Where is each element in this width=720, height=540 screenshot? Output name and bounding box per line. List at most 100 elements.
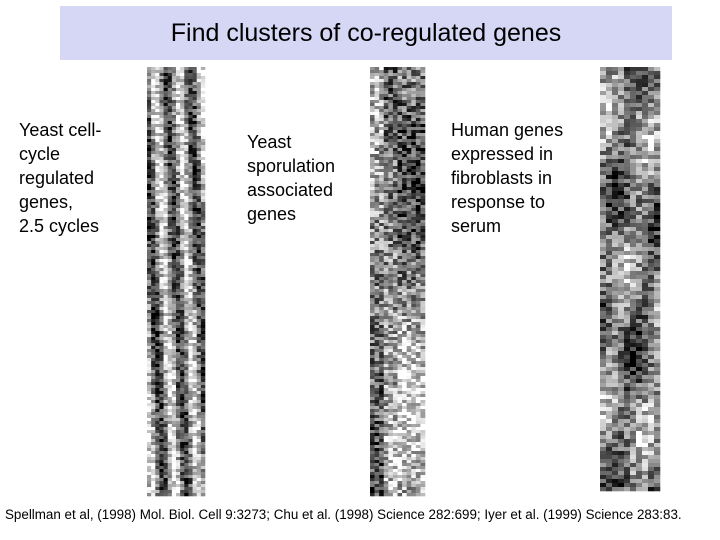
heatmap-cell: [379, 103, 385, 107]
heatmap-cell: [624, 103, 631, 108]
heatmap-cell: [420, 280, 426, 284]
caption-line: Yeast: [247, 132, 292, 152]
heatmap-cell: [618, 243, 625, 248]
heatmap-cell: [654, 255, 661, 260]
heatmap-cell: [411, 418, 417, 422]
heatmap-cell: [163, 76, 169, 80]
heatmap-cell: [159, 307, 164, 311]
heatmap-cell: [163, 448, 169, 452]
heatmap-cell: [379, 304, 385, 308]
heatmap-cell: [171, 457, 177, 461]
heatmap-cell: [648, 267, 655, 272]
heatmap-cell: [180, 190, 185, 194]
heatmap-cell: [415, 232, 421, 236]
heatmap-cell: [200, 331, 206, 335]
heatmap-cell: [654, 171, 661, 176]
heatmap-cell: [159, 340, 164, 344]
heatmap-cell: [624, 195, 631, 200]
heatmap-cell: [171, 85, 177, 89]
heatmap-cell: [612, 151, 619, 156]
heatmap-cell: [642, 487, 649, 492]
heatmap-cell: [167, 223, 173, 227]
heatmap-cell: [388, 325, 394, 329]
heatmap-cell: [636, 167, 643, 172]
heatmap-cell: [411, 397, 417, 401]
heatmap-cell: [420, 364, 426, 368]
heatmap-cell: [192, 157, 198, 161]
heatmap-cell: [147, 94, 152, 98]
heatmap-cell: [397, 82, 403, 86]
heatmap-cell: [159, 178, 164, 182]
heatmap-cell: [374, 415, 380, 419]
heatmap-cell: [151, 145, 156, 149]
heatmap-cell: [151, 151, 156, 155]
heatmap-cell: [383, 367, 389, 371]
heatmap-cell: [600, 67, 607, 72]
heatmap-cell: [155, 385, 160, 389]
heatmap-cell: [600, 355, 607, 360]
heatmap-cell: [411, 463, 417, 467]
heatmap-cell: [370, 118, 375, 122]
heatmap-cell: [167, 175, 173, 179]
heatmap-cell: [163, 169, 169, 173]
heatmap-cell: [200, 67, 206, 71]
heatmap-cell: [420, 184, 426, 188]
heatmap-cell: [630, 167, 637, 172]
heatmap-cell: [196, 73, 202, 77]
heatmap-cell: [151, 76, 156, 80]
heatmap-cell: [159, 328, 164, 332]
heatmap-cell: [163, 184, 169, 188]
heatmap-cell: [176, 253, 181, 257]
heatmap-cell: [402, 220, 407, 224]
heatmap-cell: [184, 121, 189, 125]
heatmap-cell: [415, 406, 421, 410]
heatmap-cell: [392, 94, 398, 98]
heatmap-cell: [406, 172, 412, 176]
heatmap-cell: [171, 76, 177, 80]
heatmap-cell: [420, 406, 426, 410]
heatmap-cell: [163, 232, 169, 236]
heatmap-cell: [163, 145, 169, 149]
heatmap-cell: [159, 295, 164, 299]
heatmap-cell: [392, 97, 398, 101]
heatmap-cell: [171, 190, 177, 194]
heatmap-cell: [415, 268, 421, 272]
heatmap-cell: [636, 139, 643, 144]
heatmap-cell: [636, 483, 643, 488]
heatmap-cell: [147, 85, 152, 89]
heatmap-cell: [618, 111, 625, 116]
heatmap-cell: [379, 193, 385, 197]
heatmap-cell: [379, 448, 385, 452]
heatmap-cell: [600, 399, 607, 404]
heatmap-cell: [642, 451, 649, 456]
heatmap-cell: [630, 151, 637, 156]
heatmap-cell: [196, 112, 202, 116]
heatmap-cell: [196, 409, 202, 413]
heatmap-cell: [636, 227, 643, 232]
heatmap-cell: [374, 223, 380, 227]
heatmap-cell: [392, 115, 398, 119]
heatmap-cell: [159, 181, 164, 185]
heatmap-cell: [370, 211, 375, 215]
heatmap-cell: [618, 391, 625, 396]
heatmap-cell: [600, 267, 607, 272]
heatmap-cell: [370, 181, 375, 185]
heatmap-cell: [397, 445, 403, 449]
heatmap-cell: [167, 484, 173, 488]
heatmap-cell: [200, 394, 206, 398]
heatmap-cell: [618, 355, 625, 360]
heatmap-cell: [397, 163, 403, 167]
heatmap-cell: [388, 340, 394, 344]
heatmap-cell: [184, 220, 189, 224]
heatmap-cell: [184, 358, 189, 362]
heatmap-cell: [192, 211, 198, 215]
heatmap-cell: [151, 241, 156, 245]
heatmap-cell: [612, 339, 619, 344]
heatmap-cell: [415, 478, 421, 482]
heatmap-cell: [411, 430, 417, 434]
heatmap-cell: [618, 163, 625, 168]
heatmap-cell: [155, 73, 160, 77]
heatmap-cell: [171, 379, 177, 383]
heatmap-cell: [388, 145, 394, 149]
heatmap-cell: [388, 403, 394, 407]
